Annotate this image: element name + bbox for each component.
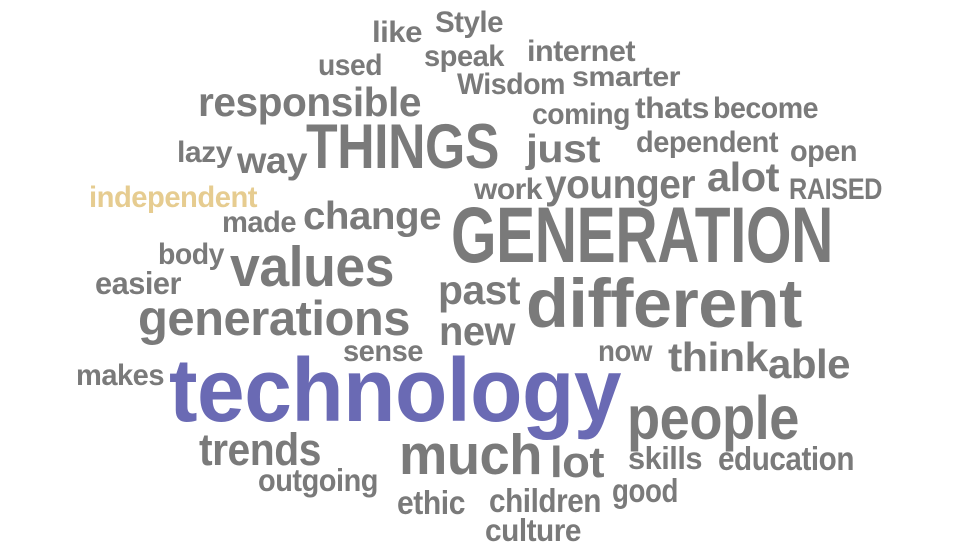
word-independent: independent (89, 181, 257, 214)
word-change: change (303, 195, 442, 238)
word-ethic: ethic (397, 485, 465, 522)
word-dependent: dependent (636, 126, 778, 159)
word-coming: coming (532, 98, 630, 131)
word-children: children (489, 483, 601, 520)
word-skills: skills (628, 441, 702, 476)
word-culture: culture (485, 513, 581, 548)
word-generation: GENERATION (451, 191, 833, 279)
word-education: education (718, 441, 854, 478)
word-trends: trends (199, 424, 321, 475)
word-thats: thats (635, 92, 710, 125)
word-open: open (790, 135, 857, 168)
word-sense: sense (343, 335, 423, 368)
word-outgoing: outgoing (258, 463, 378, 498)
word-able: able (768, 341, 851, 387)
word-younger: younger (545, 161, 695, 207)
word-style: Style (435, 6, 504, 39)
word-way: way (237, 139, 308, 181)
word-made: made (222, 206, 296, 239)
word-new: new (439, 308, 515, 354)
word-people: people (627, 384, 799, 452)
word-smarter: smarter (572, 61, 681, 92)
word-body: body (158, 238, 224, 271)
word-technology: technology (169, 340, 621, 441)
word-alot: alot (707, 154, 780, 200)
word-responsible: responsible (198, 79, 421, 125)
word-now: now (598, 335, 652, 368)
word-values: values (230, 236, 394, 299)
word-used: used (318, 49, 382, 82)
word-like: like (372, 16, 423, 49)
word-much: much (399, 424, 542, 487)
word-raised: RAISED (789, 173, 882, 206)
word-work: work (474, 173, 543, 206)
word-good: good (612, 473, 678, 510)
word-things: THINGS (306, 112, 499, 182)
word-wisdom: Wisdom (457, 68, 565, 101)
word-internet: internet (527, 35, 636, 68)
word-lazy: lazy (177, 136, 233, 169)
word-think: think (668, 334, 769, 380)
word-easier: easier (95, 266, 181, 301)
word-different: different (526, 265, 803, 342)
word-past: past (438, 267, 520, 313)
word-speak: speak (424, 40, 504, 73)
word-generations: generations (138, 292, 411, 346)
word-become: become (713, 92, 818, 125)
word-makes: makes (76, 359, 164, 392)
word-just: just (526, 128, 601, 171)
word-lot: lot (550, 439, 605, 487)
